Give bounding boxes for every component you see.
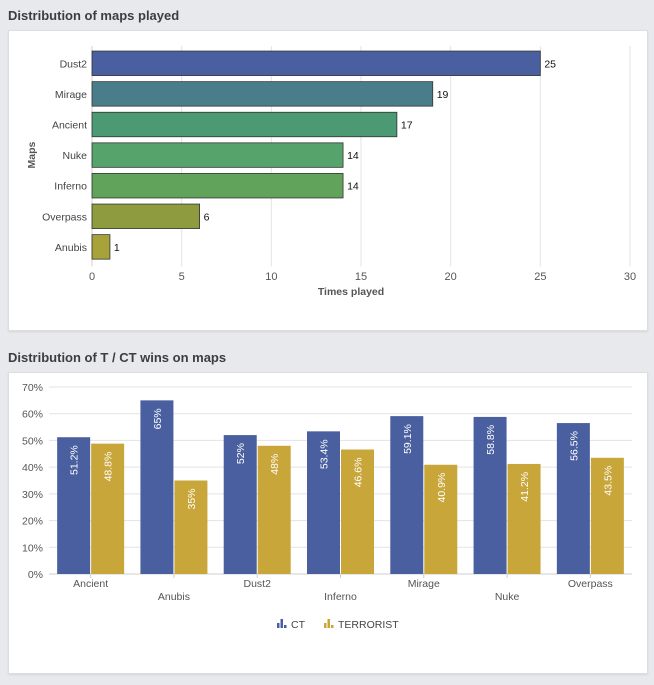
bar [91,203,200,229]
bar [91,142,344,168]
y-tick-label: Inferno [54,181,87,193]
data-label: 53.4% [319,439,331,469]
x-tick-label: Anubis [158,591,190,603]
bar [223,435,257,574]
y-tick-label: 10% [22,542,43,554]
bar [473,416,507,574]
y-tick-label: 20% [22,516,43,528]
x-tick-label: 25 [534,271,546,283]
bar [341,449,374,574]
x-tick-label: Dust2 [243,578,271,590]
data-label: 14 [347,150,359,162]
bar [307,431,340,574]
y-tick-label: Ancient [52,120,87,132]
x-tick-label: 30 [624,271,636,283]
y-tick-label: Dust2 [60,58,88,70]
data-label: 51.2% [69,445,81,475]
bar [91,50,541,76]
data-label: 56.5% [568,431,580,461]
y-tick-label: Nuke [62,150,87,162]
y-tick-label: 40% [22,462,43,474]
data-label: 41.2% [519,472,531,502]
x-axis-title: Times played [318,286,384,298]
x-tick-label: Overpass [568,578,613,590]
bar [91,234,111,260]
bar [91,111,398,138]
x-tick-label: Inferno [324,591,357,603]
legend-label: CT [291,619,306,631]
data-label: 40.9% [436,473,448,503]
bar [390,416,424,574]
wins-chart: 0% 10% 20% 30% 40% 50% 60% 70% 51.2% 48.8% Ancient… [22,382,632,631]
bar [91,443,125,574]
bar [57,437,91,574]
bar [556,423,590,574]
bar [424,464,458,574]
bar [174,480,208,574]
y-tick-label: 30% [22,489,43,501]
bar [140,400,174,574]
bar [590,457,624,574]
bar [257,445,291,574]
maps-played-chart-card: 0 5 10 15 20 25 30 Dust2 25 Mirage 19 Ancient 17 Nuke… [8,30,648,331]
data-label: 58.8% [485,425,497,455]
data-label: 65% [152,408,164,429]
data-label: 48% [269,454,281,475]
x-tick-label: Mirage [408,578,440,590]
bar-chart-icon [280,619,283,628]
y-tick-label: 70% [22,382,43,394]
y-tick-label: 0% [28,569,43,581]
bar-chart-icon [277,623,280,628]
maps-played-chart: 0 5 10 15 20 25 30 Dust2 25 Mirage 19 Ancient 17 Nuke… [26,46,636,298]
bar [91,173,344,199]
y-tick-label: Anubis [55,242,87,254]
data-label: 35% [186,489,198,510]
x-tick-label: 0 [89,271,95,283]
data-label: 48.8% [103,452,115,482]
bar-chart-icon [327,619,330,628]
x-tick-label: 20 [445,271,457,283]
y-axis-title: Maps [26,142,38,169]
section-title-maps-played: Distribution of maps played [8,8,180,23]
x-tick-label: Ancient [73,578,108,590]
y-tick-label: 60% [22,409,43,421]
data-label: 6 [204,211,210,223]
data-label: 19 [437,89,449,101]
data-label: 14 [347,181,359,193]
data-label: 59.1% [402,424,414,454]
y-tick-label: Mirage [55,89,87,101]
data-label: 46.6% [353,458,365,488]
data-label: 17 [401,120,413,132]
legend-label: TERRORIST [338,619,399,631]
x-tick-label: 10 [265,271,277,283]
bar-chart-icon [324,623,327,628]
bar [91,81,434,107]
x-tick-label: 5 [179,271,185,283]
x-tick-label: Nuke [495,591,520,603]
bar [507,463,541,574]
data-label: 52% [235,443,247,464]
y-tick-label: 50% [22,435,43,447]
section-title-wins: Distribution of T / CT wins on maps [8,350,227,365]
data-label: 1 [114,242,120,254]
x-tick-label: 15 [355,271,367,283]
wins-chart-card: 0% 10% 20% 30% 40% 50% 60% 70% 51.2% 48.8% Ancient… [8,372,648,674]
data-label: 43.5% [602,466,614,496]
data-label: 25 [544,58,556,70]
y-tick-label: Overpass [42,211,87,223]
bar-chart-icon [331,625,334,628]
bar-chart-icon [284,625,287,628]
